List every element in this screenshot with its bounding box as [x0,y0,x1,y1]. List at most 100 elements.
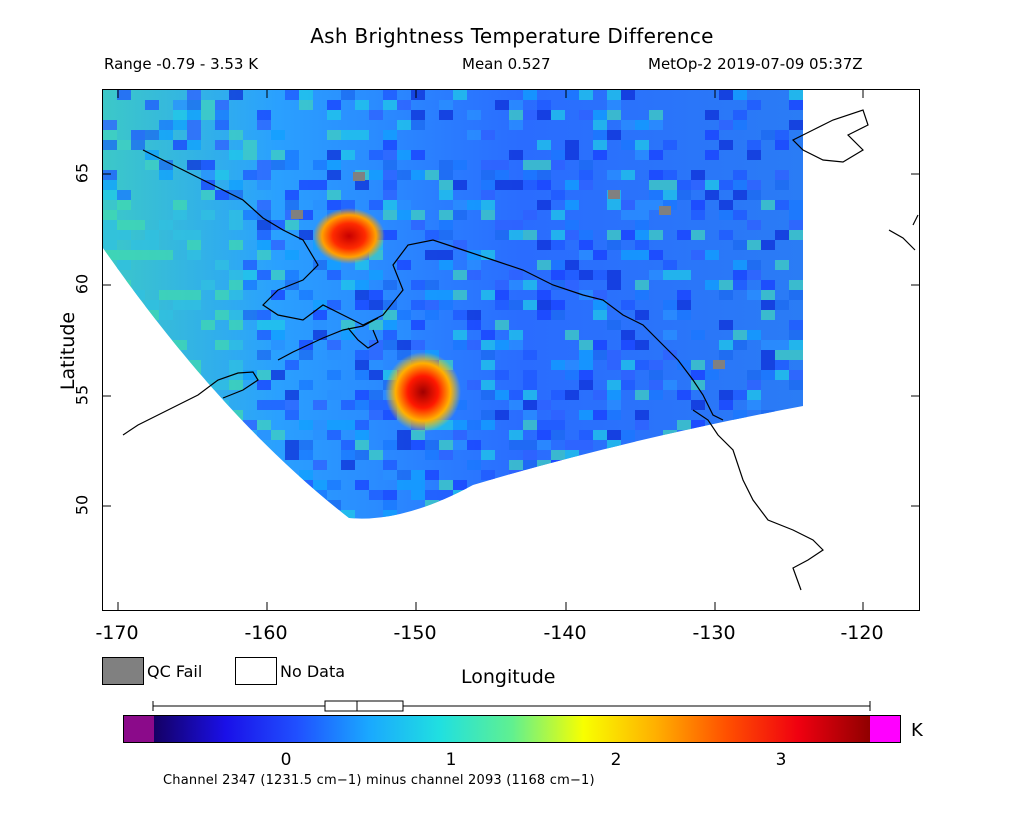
swath-pixel [341,130,355,140]
swath-pixel [495,170,509,180]
swath-pixel [397,310,411,320]
swath-pixel [593,130,607,140]
swath-pixel [215,170,229,180]
swath-pixel [243,170,257,180]
swath-pixel [523,390,537,400]
swath-pixel [789,320,803,330]
swath-pixel [285,220,299,230]
swath-pixel [761,300,775,310]
swath-pixel [593,310,607,320]
swath-pixel [579,370,593,380]
swath-pixel [565,270,579,280]
swath-pixel [551,190,565,200]
swath-pixel [677,460,691,470]
swath-pixel [663,450,677,460]
swath-pixel [313,510,327,519]
swath-pixel [159,160,173,170]
swath-pixel [565,450,579,460]
swath-pixel [579,250,593,260]
swath-pixel [327,500,341,510]
swath-pixel [761,310,775,320]
swath-pixel [663,300,677,310]
satellite-time: MetOp-2 2019-07-09 05:37Z [648,55,863,73]
swath-pixel [719,320,733,330]
swath-pixel [789,380,803,390]
swath-pixel [579,520,593,530]
swath-pixel [691,510,705,519]
swath-pixel [411,280,425,290]
swath-pixel [173,410,187,420]
swath-pixel [355,300,369,310]
swath-pixel [355,100,369,110]
colorbar-unit: K [911,720,923,741]
swath-pixel [663,440,677,450]
swath-pixel [201,510,215,519]
swath-pixel [243,480,257,490]
swath-pixel [159,310,173,320]
swath-pixel [383,100,397,110]
swath-pixel [313,520,327,530]
swath-pixel [257,420,271,430]
swath-pixel [187,230,201,240]
swath-pixel [481,420,495,430]
swath-pixel [187,250,201,260]
swath-pixel [481,290,495,300]
swath-pixel [635,230,649,240]
swath-pixel [635,390,649,400]
swath-pixel [327,390,341,400]
swath-pixel [551,210,565,220]
swath-pixel [551,390,565,400]
swath-pixel [691,500,705,510]
swath-pixel [453,490,467,500]
swath-pixel [439,210,453,220]
swath-pixel [411,320,425,330]
swath-pixel [635,340,649,350]
swath-pixel [747,220,761,230]
swath-pixel [215,110,229,120]
swath-pixel [201,160,215,170]
swath-pixel [663,190,677,200]
swath-pixel [453,420,467,430]
swath-pixel [481,160,495,170]
swath-pixel [117,190,131,200]
swath-pixel [257,230,271,240]
x-tick-4: -130 [692,622,736,644]
swath-pixel [635,200,649,210]
swath-pixel [495,280,509,290]
swath-pixel [481,170,495,180]
swath-pixel [285,390,299,400]
swath-pixel [201,380,215,390]
swath-pixel [243,310,257,320]
swath-pixel [103,250,117,260]
swath-pixel [145,130,159,140]
swath-pixel [411,300,425,310]
swath-pixel [649,150,663,160]
swath-pixel [285,520,299,530]
swath-pixel [229,150,243,160]
swath-pixel [327,200,341,210]
swath-pixel [271,220,285,230]
swath-pixel [733,330,747,340]
swath-pixel [131,220,145,230]
swath-pixel [733,210,747,220]
swath-pixel [593,430,607,440]
qc-fail-pixel [291,210,303,219]
swath-pixel [579,360,593,370]
swath-pixel [271,400,285,410]
swath-pixel [453,430,467,440]
swath-pixel [733,280,747,290]
swath-pixel [257,250,271,260]
ash-hotspot-2 [385,352,461,432]
swath-pixel [761,460,775,470]
swath-pixel [551,310,565,320]
swath-pixel [341,520,355,530]
swath-pixel [271,290,285,300]
swath-pixel [285,270,299,280]
colorbar-tick-2: 2 [610,750,622,770]
swath-pixel [313,160,327,170]
swath-pixel [621,500,635,510]
swath-pixel [481,330,495,340]
swath-pixel [565,500,579,510]
swath-pixel [481,210,495,220]
swath-pixel [593,350,607,360]
